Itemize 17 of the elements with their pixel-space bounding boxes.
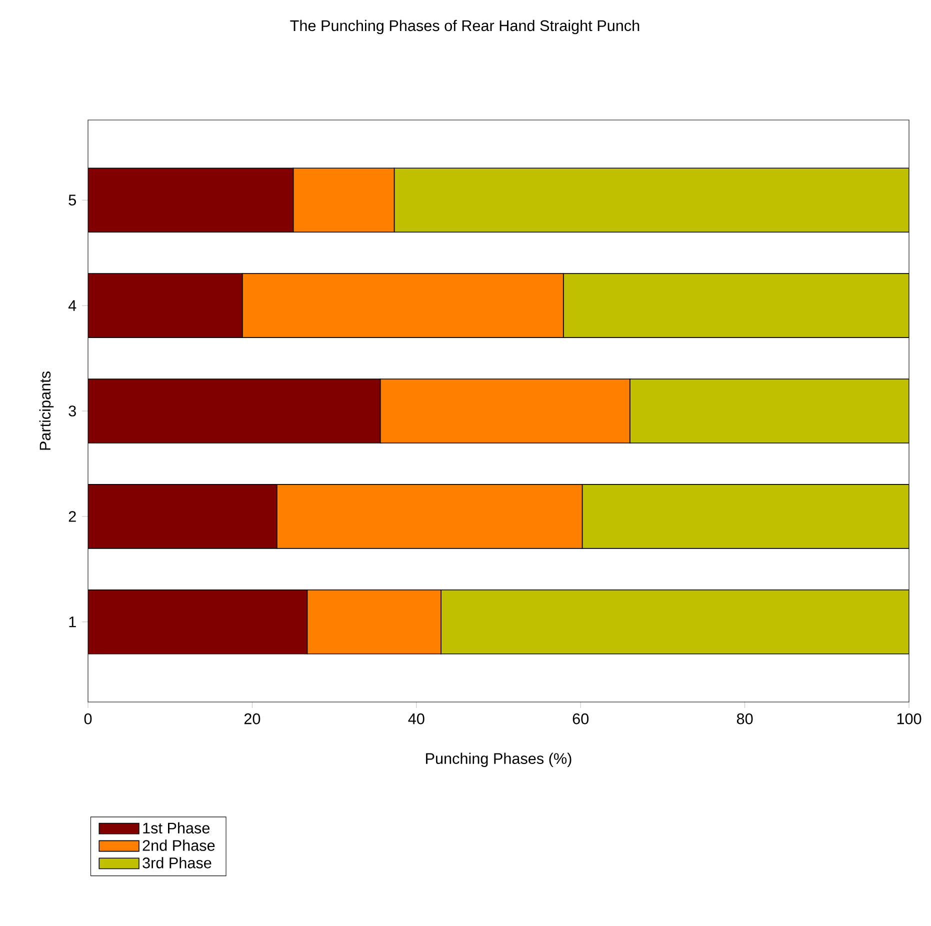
x-tick-label: 80	[736, 713, 753, 724]
x-axis-title: Punching Phases (%)	[426, 752, 572, 768]
chart-title: The Punching Phases of Rear Hand Straight Punch	[290, 20, 640, 34]
y-tick-label: 4	[68, 300, 76, 311]
legend-label: 2nd Phase	[142, 840, 215, 851]
legend-label: 1st Phase	[143, 822, 210, 834]
y-tick-label: 3	[68, 406, 76, 416]
y-tick-label: 1	[69, 616, 76, 628]
y-tick-label: 5	[68, 194, 76, 206]
x-tick-label: 20	[244, 713, 260, 724]
y-axis-title: Participants	[39, 372, 54, 450]
x-tick-label: 0	[84, 713, 92, 724]
x-tick-label: 40	[408, 713, 424, 724]
y-tick-label: 2	[68, 511, 76, 522]
x-tick-label: 100	[897, 713, 922, 724]
legend-label: 3rd Phase	[142, 857, 212, 868]
x-tick-label: 60	[572, 713, 589, 724]
